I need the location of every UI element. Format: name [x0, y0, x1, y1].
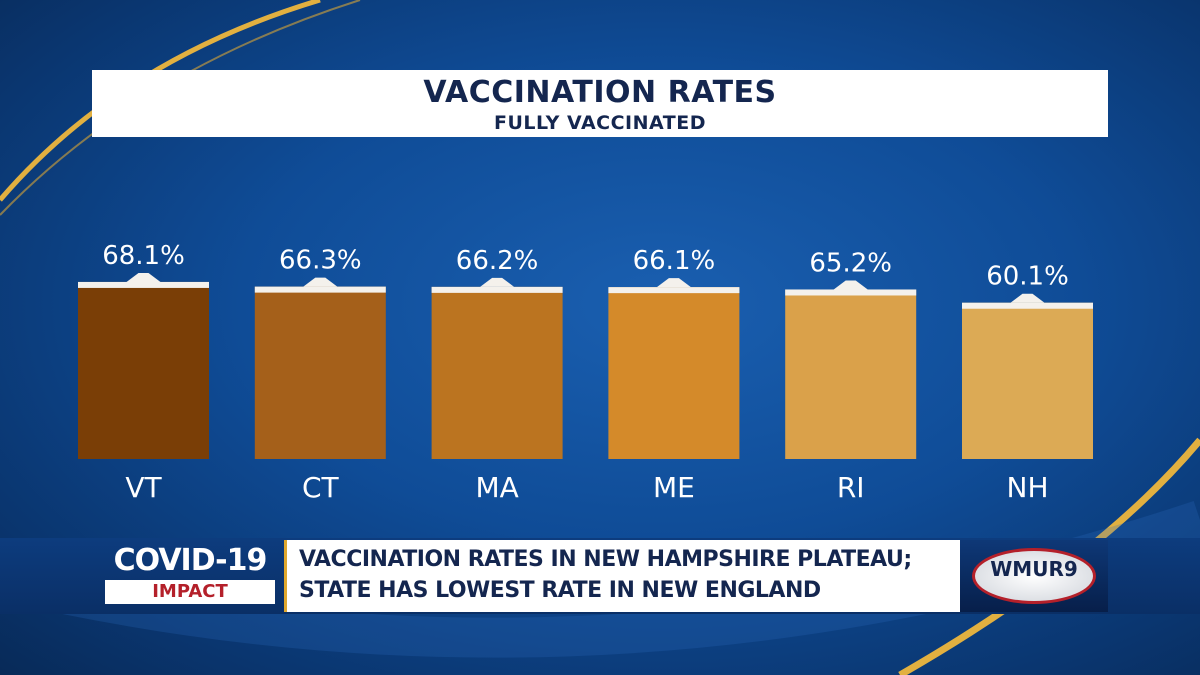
data-label: 68.1%	[102, 241, 185, 271]
category-label: ME	[653, 471, 695, 504]
headline-line-1: VACCINATION RATES IN NEW HAMPSHIRE PLATE…	[299, 547, 912, 572]
headline-line-2: STATE HAS LOWEST RATE IN NEW ENGLAND	[299, 578, 821, 603]
logo-text: WMUR9	[990, 557, 1078, 581]
data-label: 66.1%	[633, 246, 716, 276]
bar-me	[608, 287, 740, 459]
station-logo: WMUR9	[960, 540, 1108, 612]
bar-nh	[962, 302, 1093, 459]
bar-vt	[78, 281, 209, 459]
headline: VACCINATION RATES IN NEW HAMPSHIRE PLATE…	[284, 540, 960, 612]
bar-cap-pointer	[833, 280, 868, 290]
bar-cap-pointer	[126, 272, 161, 282]
badge-title: COVID-19	[113, 543, 268, 578]
bar-cap	[962, 302, 1093, 309]
bar-ma	[431, 286, 563, 459]
bar-cap-pointer	[480, 277, 515, 287]
data-label: 66.3%	[279, 246, 362, 276]
badge-subtitle: IMPACT	[105, 580, 275, 604]
category-label: MA	[475, 471, 518, 504]
chart-subtitle: FULLY VACCINATED	[494, 112, 706, 134]
bar-ri	[785, 289, 917, 459]
bar-cap	[431, 286, 563, 293]
data-label: 60.1%	[986, 262, 1069, 292]
chart-title-box: VACCINATION RATES FULLY VACCINATED	[92, 70, 1108, 137]
bar-cap	[254, 286, 386, 293]
logo-oval	[972, 548, 1096, 604]
category-label: RI	[837, 471, 865, 504]
category-label: VT	[125, 471, 162, 504]
bar-cap-pointer	[656, 278, 691, 288]
bar-ct	[254, 286, 386, 459]
data-label: 65.2%	[809, 248, 892, 278]
bar-cap-pointer	[1010, 293, 1045, 303]
category-label: NH	[1007, 471, 1049, 504]
covid-impact-badge: COVID-19 IMPACT	[105, 544, 275, 604]
data-label: 66.2%	[456, 246, 539, 276]
bar-cap	[785, 289, 917, 296]
bar-cap	[78, 281, 209, 288]
chart-title: VACCINATION RATES	[423, 75, 777, 110]
bar-cap	[608, 287, 740, 294]
bar-cap-pointer	[303, 277, 338, 287]
category-label: CT	[302, 471, 340, 504]
